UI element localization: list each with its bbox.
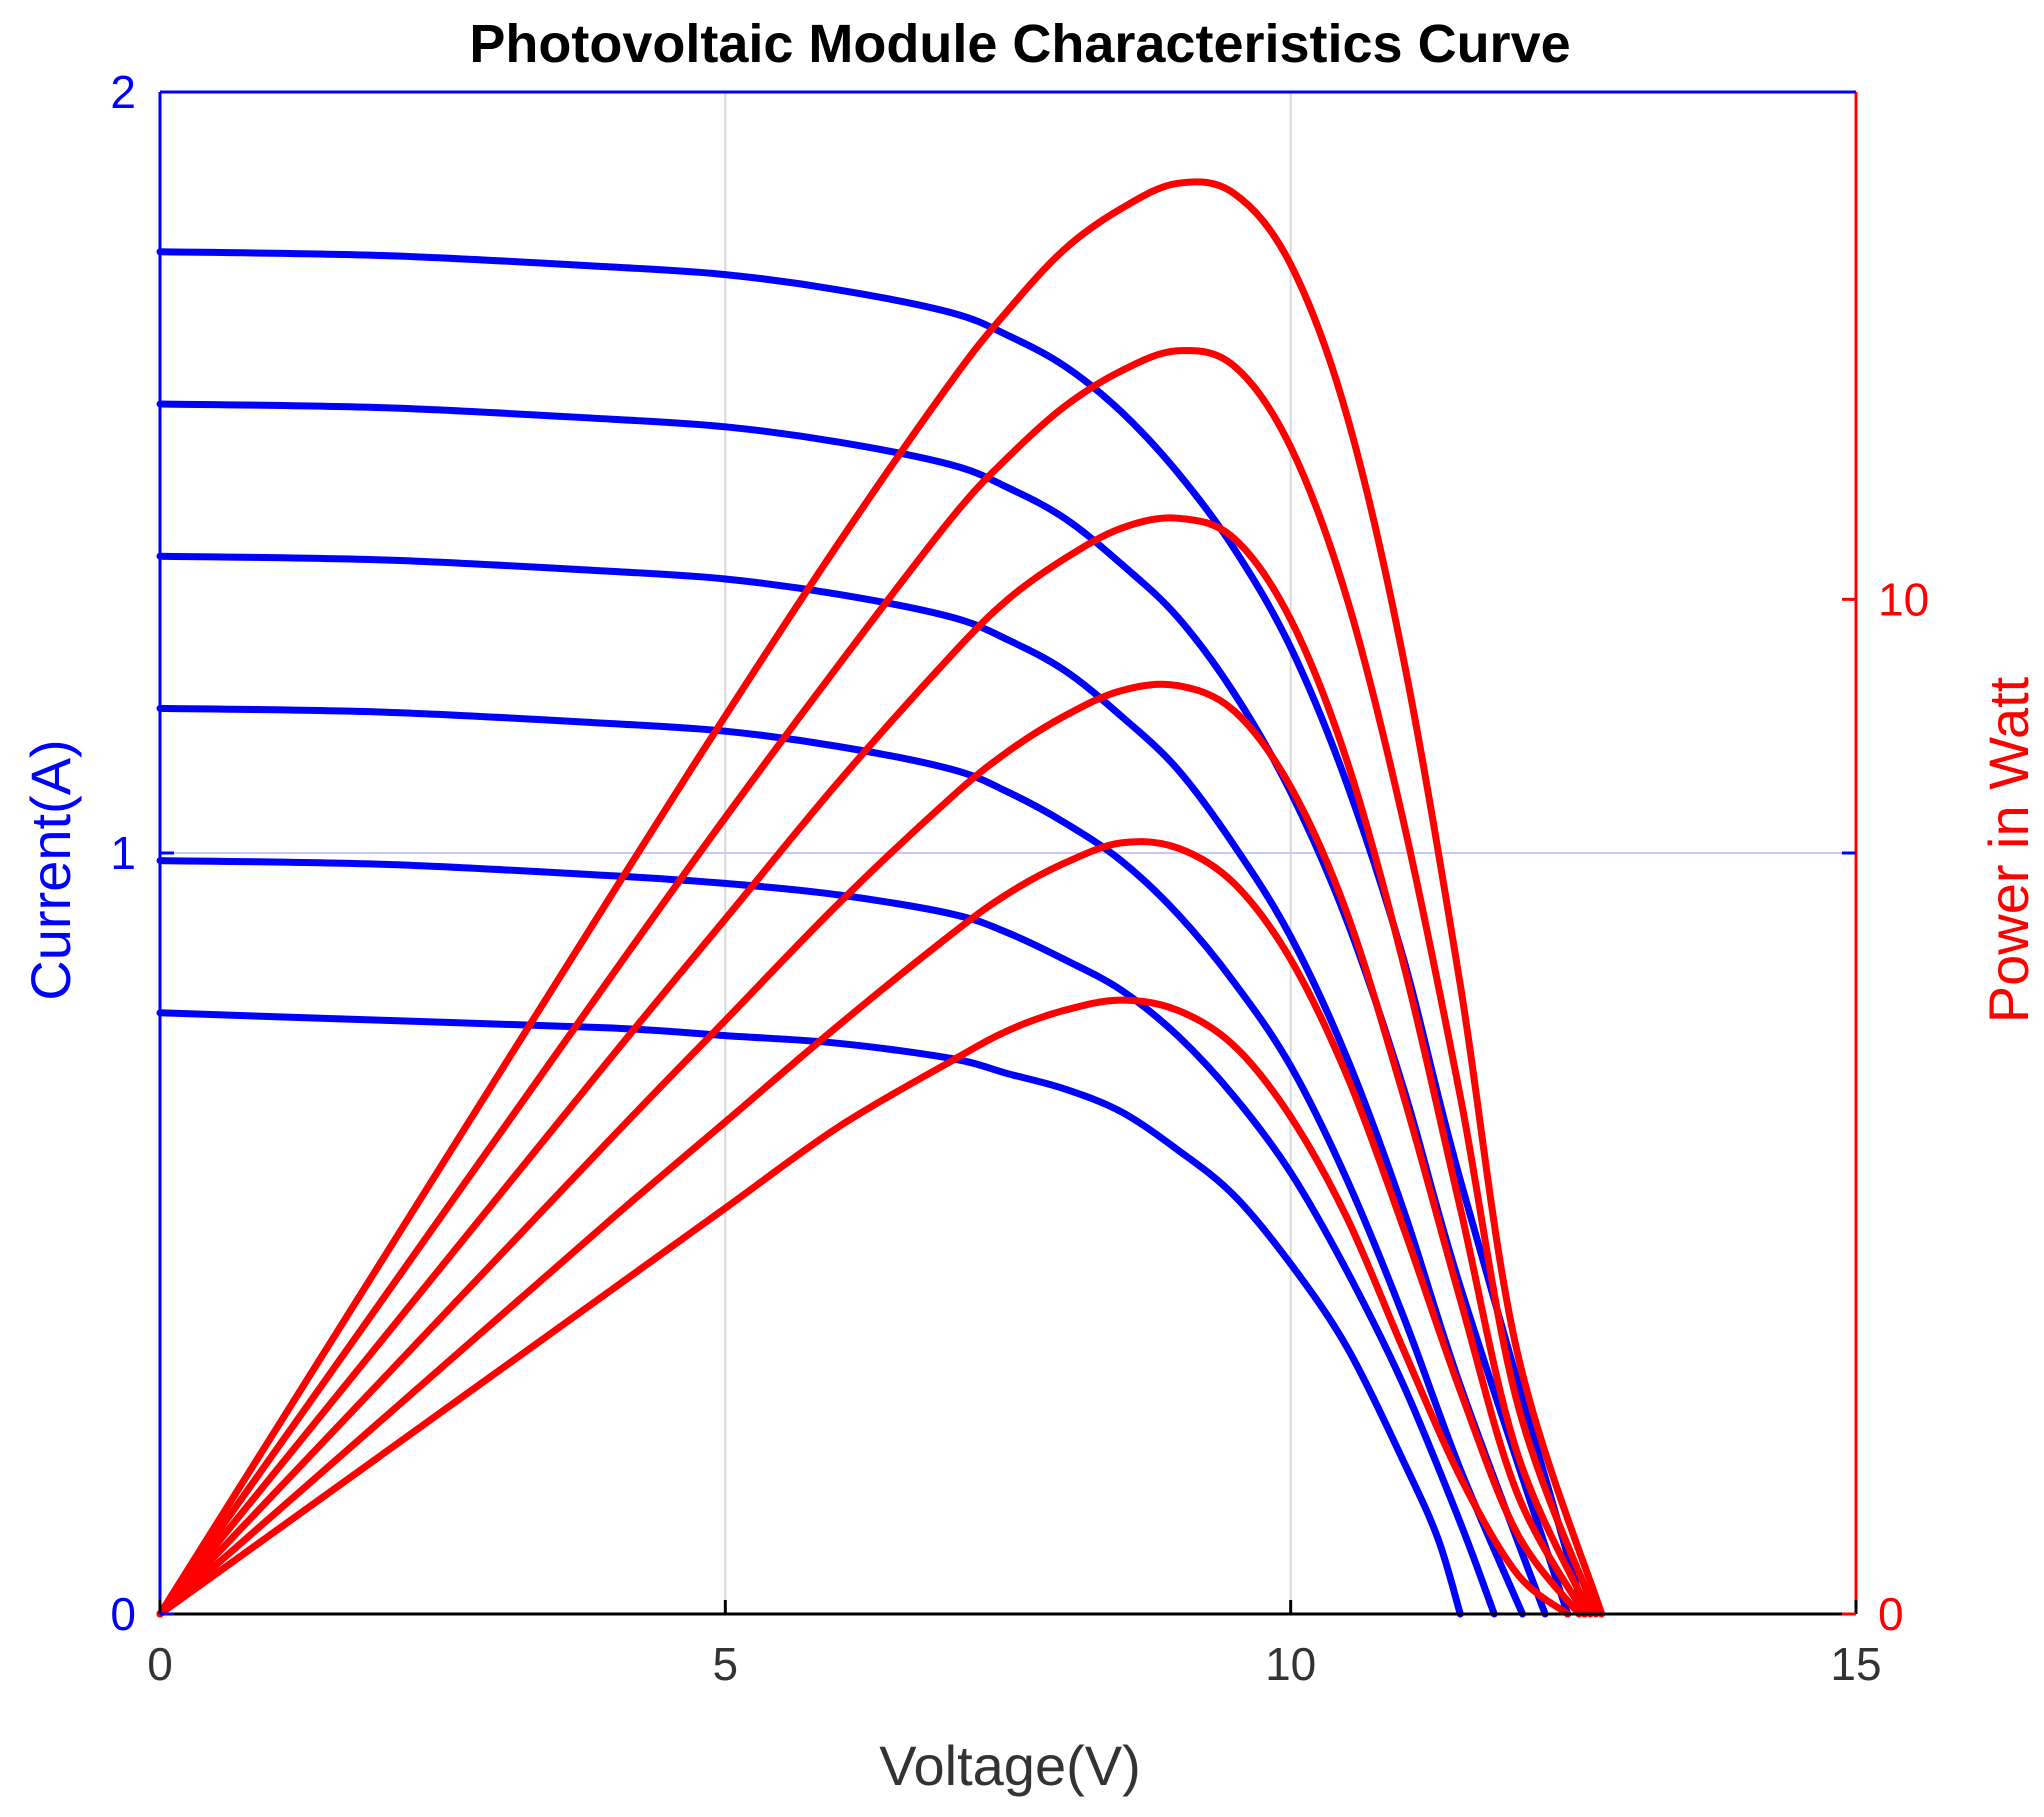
x-tick-label: 15 [1830, 1638, 1881, 1690]
x-axis-label: Voltage(V) [879, 1734, 1141, 1797]
plot-series [156, 178, 1606, 1618]
x-tick-label: 5 [713, 1638, 739, 1690]
current-curve-2 [156, 857, 1498, 1618]
y-left-tick-label: 1 [110, 827, 136, 879]
current-curve-1 [156, 1009, 1464, 1618]
chart-title: Photovoltaic Module Characteristics Curv… [469, 14, 1570, 74]
power-curve-3 [156, 680, 1589, 1618]
power-curve-4 [156, 514, 1594, 1618]
y-left-tick-label: 0 [110, 1588, 136, 1640]
y-axis-right-label: Power in Watt [1977, 676, 2040, 1023]
power-curve-5 [156, 346, 1600, 1618]
power-curve-1 [156, 996, 1572, 1618]
power-curve-2 [156, 838, 1583, 1618]
axes [158, 90, 1858, 1616]
grid-lines [160, 92, 1856, 1614]
x-tick-label: 0 [147, 1638, 173, 1690]
current-curve-3 [156, 704, 1526, 1618]
y-right-tick-label: 0 [1878, 1588, 1904, 1640]
y-left-tick-label: 2 [110, 66, 136, 118]
y-axis-left-label: Current(A) [19, 739, 82, 1000]
power-curve-6 [156, 178, 1606, 1618]
x-tick-label: 10 [1265, 1638, 1316, 1690]
y-right-tick-label: 10 [1878, 573, 1929, 625]
